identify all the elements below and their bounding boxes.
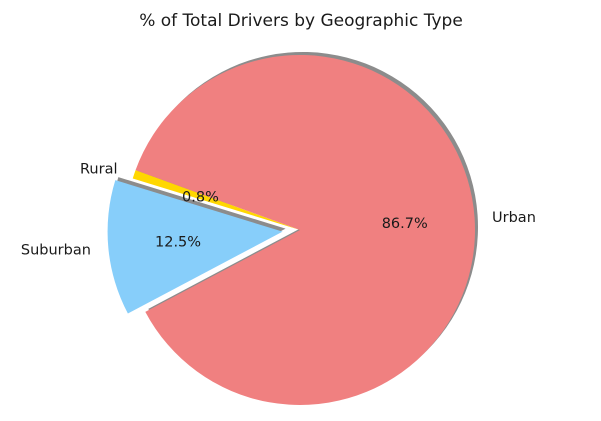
slice-label-rural: Rural (80, 162, 118, 178)
slice-rural (132, 170, 300, 230)
slice-label-urban: Urban (492, 210, 536, 226)
slice-urban (135, 55, 476, 406)
slice-labels: Rural 0.8% Suburban 12.5% Urban 86.7% (21, 162, 536, 259)
chart-title: % of Total Drivers by Geographic Type (139, 11, 463, 31)
slice-percent-rural: 0.8% (182, 190, 219, 206)
slice-percent-suburban: 12.5% (155, 234, 201, 250)
slice-label-suburban: Suburban (21, 243, 91, 259)
pie-slices (107, 55, 476, 406)
slice-percent-urban: 86.7% (382, 216, 428, 232)
slice-suburban (107, 180, 283, 314)
